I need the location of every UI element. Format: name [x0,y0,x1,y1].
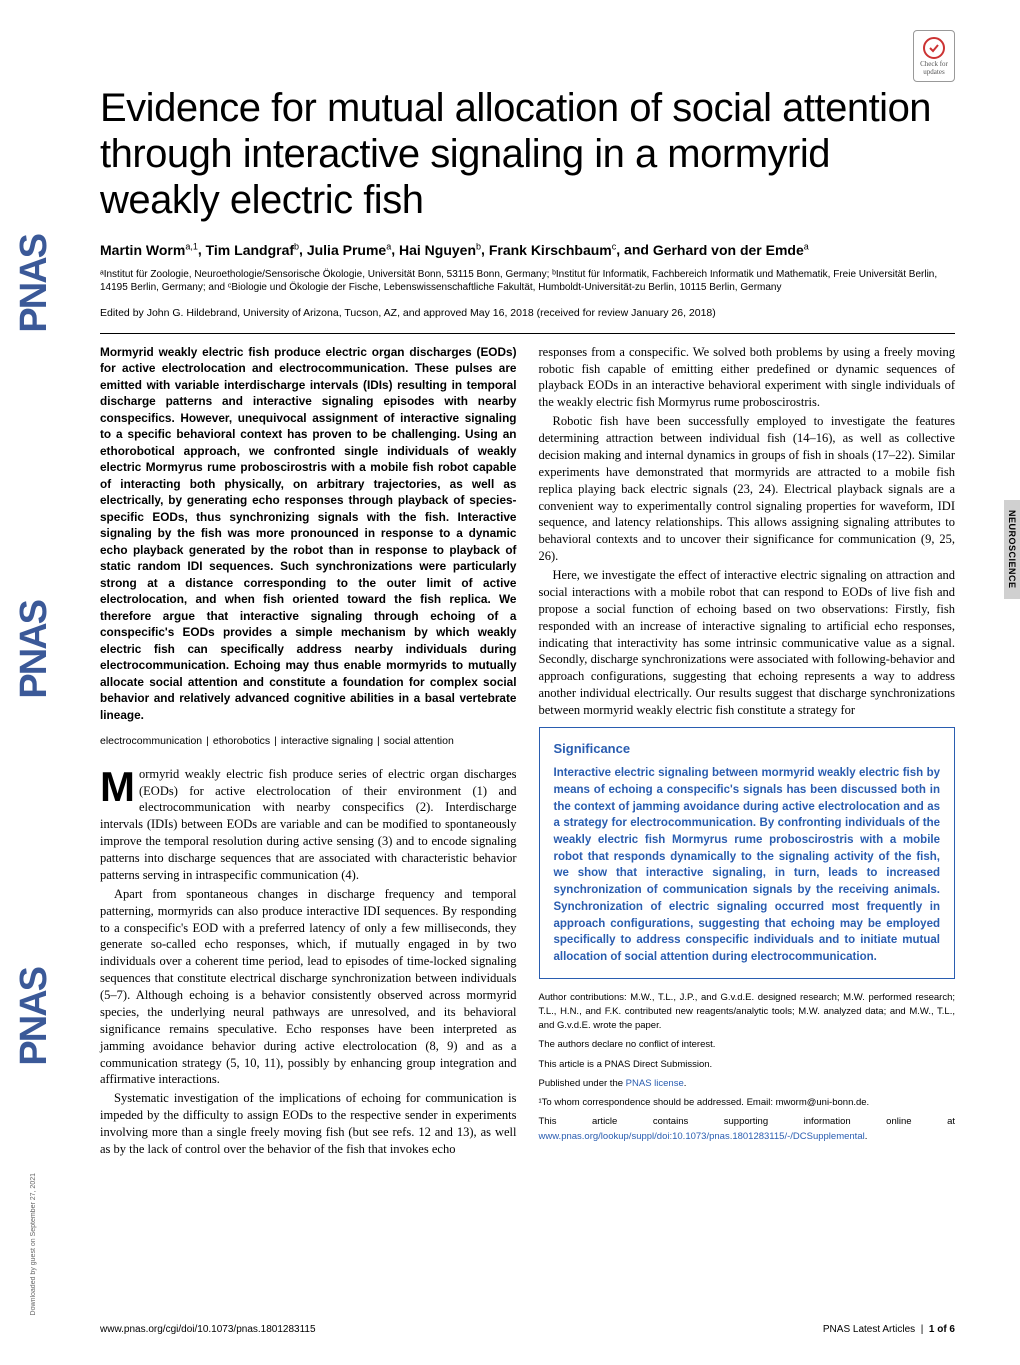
author: Frank Kirschbaumc [489,242,616,258]
author-contributions: Author contributions: M.W., T.L., J.P., … [539,991,956,1034]
significance-box: Significance Interactive electric signal… [539,727,956,979]
body-para: Here, we investigate the effect of inter… [539,567,956,719]
keywords: electrocommunication|ethorobotics|intera… [100,734,517,748]
keyword: ethorobotics [213,735,270,747]
author-list: Martin Worma,1, Tim Landgrafb, Julia Pru… [100,241,955,258]
body-col1: Mormyrid weakly electric fish produce se… [100,766,517,1158]
body-para: Robotic fish have been successfully empl… [539,413,956,565]
keyword: social attention [384,735,454,747]
submission-type: This article is a PNAS Direct Submission… [539,1058,956,1072]
body-para: Apart from spontaneous changes in discha… [100,886,517,1089]
author: Tim Landgrafb [206,242,299,258]
download-note: Downloaded by guest on September 27, 202… [30,1173,37,1315]
body-para: ormyrid weakly electric fish produce ser… [100,767,517,882]
pnas-logo-text: PNAS [13,235,56,333]
keyword: electrocommunication [100,735,202,747]
significance-body: Interactive electric signaling between m… [554,765,941,965]
conflict-statement: The authors declare no conflict of inter… [539,1038,956,1052]
check-updates-icon [922,36,946,60]
author: Hai Nguyenb [399,242,481,258]
abstract: Mormyrid weakly electric fish produce el… [100,344,517,724]
license-line: Published under the PNAS license. [539,1077,956,1091]
divider [100,333,955,334]
edited-by: Edited by John G. Hildebrand, University… [100,307,955,319]
author: Martin Worma,1 [100,242,198,258]
pnas-logo-text: PNAS [13,968,56,1066]
footnotes: Author contributions: M.W., T.L., J.P., … [539,991,956,1144]
article-title: Evidence for mutual allocation of social… [100,85,955,223]
footer-doi: www.pnas.org/cgi/doi/10.1073/pnas.180128… [100,1324,316,1335]
author: Gerhard von der Emdea [653,242,809,258]
footer-page: PNAS Latest Articles | 1 of 6 [823,1324,955,1335]
pnas-logo-text: PNAS [13,601,56,699]
supporting-link[interactable]: www.pnas.org/lookup/suppl/doi:10.1073/pn… [539,1131,865,1142]
check-updates-badge[interactable]: Check forupdates [913,30,955,82]
page-footer: www.pnas.org/cgi/doi/10.1073/pnas.180128… [100,1324,955,1335]
body-col2: responses from a conspecific. We solved … [539,344,956,719]
body-para: Systematic investigation of the implicat… [100,1090,517,1158]
corresponding-author: ¹To whom correspondence should be addres… [539,1096,956,1110]
supporting-info: This article contains supporting informa… [539,1115,956,1144]
section-tab: NEUROSCIENCE [1004,500,1020,599]
check-updates-label: Check forupdates [920,60,948,76]
dropcap: M [100,766,139,805]
keyword: interactive signaling [281,735,373,747]
author: Julia Prumea [307,242,391,258]
body-para: responses from a conspecific. We solved … [539,344,956,412]
pnas-sidebar-logo: PNAS PNAS PNAS [12,100,57,1200]
affiliations: ᵃInstitut für Zoologie, Neuroethologie/S… [100,268,955,295]
significance-title: Significance [554,740,941,758]
license-link[interactable]: PNAS license [626,1078,684,1089]
